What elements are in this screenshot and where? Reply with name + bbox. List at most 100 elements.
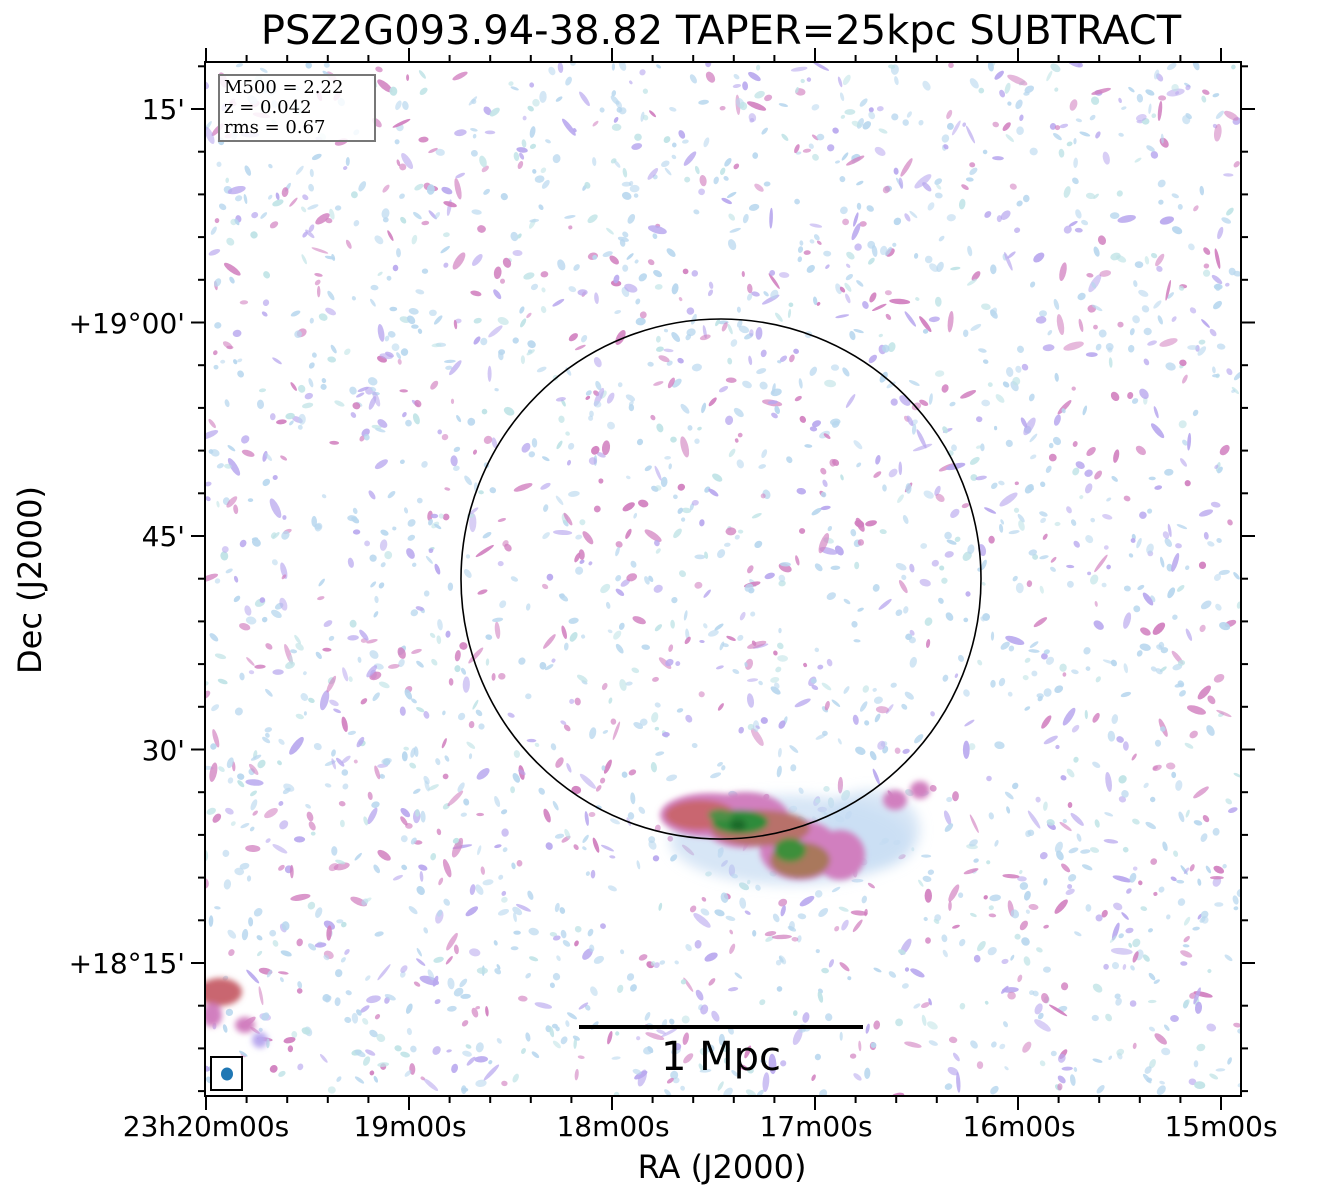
- noise-speckle: [975, 445, 982, 449]
- noise-speckle: [617, 382, 623, 388]
- noise-speckle: [1069, 99, 1078, 111]
- noise-speckle: [1118, 97, 1122, 104]
- noise-speckle: [892, 242, 897, 247]
- noise-speckle: [489, 487, 497, 494]
- noise-speckle: [724, 542, 731, 547]
- noise-speckle: [476, 768, 490, 780]
- noise-speckle: [1043, 801, 1048, 811]
- noise-speckle: [1129, 1000, 1137, 1007]
- noise-speckle: [471, 1007, 479, 1018]
- noise-speckle: [307, 943, 317, 951]
- noise-speckle: [1094, 600, 1098, 607]
- noise-speckle: [483, 188, 490, 195]
- noise-speckle: [704, 551, 709, 559]
- noise-speckle: [1047, 329, 1053, 336]
- noise-speckle: [864, 1067, 871, 1079]
- noise-speckle: [803, 250, 811, 255]
- noise-speckle: [678, 130, 686, 139]
- noise-speckle: [379, 353, 393, 360]
- noise-speckle: [1010, 954, 1015, 961]
- noise-speckle: [868, 107, 874, 113]
- noise-speckle: [721, 322, 728, 332]
- noise-speckle: [813, 62, 830, 71]
- noise-speckle: [226, 496, 238, 508]
- noise-speckle: [568, 286, 577, 293]
- noise-speckle: [1121, 106, 1127, 110]
- noise-speckle: [1095, 914, 1103, 922]
- noise-speckle: [1175, 780, 1183, 791]
- noise-speckle: [584, 1004, 591, 1011]
- noise-speckle: [554, 902, 560, 913]
- noise-speckle: [725, 915, 736, 922]
- noise-speckle: [357, 656, 362, 663]
- noise-speckle: [868, 257, 875, 265]
- noise-speckle: [1136, 650, 1143, 657]
- noise-speckle: [1215, 603, 1222, 611]
- noise-speckle: [729, 929, 734, 935]
- noise-speckle: [1160, 726, 1166, 732]
- noise-speckle: [676, 708, 684, 713]
- noise-speckle: [441, 738, 447, 749]
- noise-speckle: [262, 299, 270, 307]
- noise-speckle: [820, 491, 827, 498]
- noise-speckle: [627, 214, 636, 224]
- noise-speckle: [1199, 916, 1206, 923]
- noise-speckle: [934, 296, 942, 307]
- noise-speckle: [447, 790, 464, 807]
- noise-speckle: [1210, 876, 1224, 880]
- noise-speckle: [307, 204, 319, 210]
- noise-speckle: [670, 436, 677, 443]
- noise-speckle: [987, 382, 993, 387]
- noise-speckle: [982, 149, 988, 155]
- noise-speckle: [1060, 982, 1069, 991]
- noise-speckle: [946, 109, 953, 120]
- noise-speckle: [517, 161, 524, 169]
- noise-speckle: [698, 1063, 704, 1071]
- noise-speckle: [552, 298, 565, 307]
- noise-speckle: [544, 664, 554, 671]
- noise-speckle: [1152, 764, 1162, 772]
- noise-speckle: [527, 340, 536, 349]
- noise-speckle: [683, 610, 688, 621]
- noise-speckle: [799, 895, 815, 907]
- noise-speckle: [1132, 951, 1139, 963]
- noise-speckle: [1081, 864, 1093, 871]
- noise-speckle: [993, 425, 998, 431]
- noise-speckle: [839, 1031, 843, 1041]
- noise-speckle: [485, 658, 490, 666]
- noise-speckle: [882, 484, 887, 492]
- noise-speckle: [1019, 114, 1024, 122]
- noise-speckle: [1185, 565, 1190, 571]
- noise-speckle: [579, 773, 596, 789]
- noise-speckle: [1157, 179, 1166, 188]
- noise-speckle: [878, 128, 888, 134]
- noise-speckle: [1057, 1083, 1063, 1091]
- noise-speckle: [794, 395, 802, 402]
- noise-speckle: [795, 151, 802, 155]
- noise-speckle: [607, 421, 615, 430]
- noise-speckle: [322, 994, 331, 1002]
- noise-speckle: [1074, 227, 1083, 233]
- noise-speckle: [453, 446, 461, 453]
- noise-speckle: [311, 515, 318, 528]
- noise-speckle: [945, 612, 954, 621]
- noise-speckle: [246, 875, 252, 882]
- noise-speckle: [444, 487, 451, 491]
- noise-speckle: [406, 548, 415, 559]
- noise-speckle: [1122, 846, 1129, 853]
- noise-speckle: [934, 485, 941, 496]
- noise-speckle: [565, 76, 572, 86]
- noise-speckle: [545, 842, 553, 850]
- noise-speckle: [749, 329, 754, 337]
- noise-speckle: [1063, 186, 1071, 198]
- noise-speckle: [694, 554, 706, 560]
- noise-speckle: [233, 575, 239, 583]
- noise-speckle: [895, 563, 907, 571]
- noise-speckle: [1135, 113, 1147, 122]
- noise-speckle: [1035, 316, 1047, 324]
- noise-speckle: [459, 978, 468, 988]
- noise-speckle: [470, 290, 482, 297]
- noise-speckle: [853, 440, 863, 450]
- noise-speckle: [806, 77, 812, 82]
- noise-speckle: [574, 697, 581, 706]
